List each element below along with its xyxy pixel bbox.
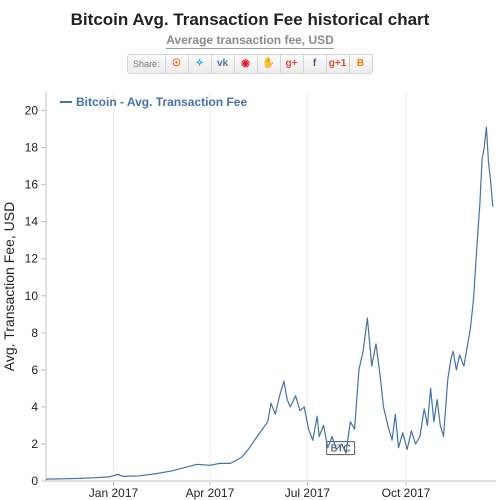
y-tick-label: 12: [25, 252, 39, 266]
watermark-text: BTC: [331, 444, 351, 455]
y-tick-label: 16: [25, 178, 39, 192]
like-icon[interactable]: ✋: [258, 55, 281, 73]
y-tick-label: 14: [25, 215, 39, 229]
y-tick-label: 8: [31, 326, 38, 340]
chart-subtitle-text[interactable]: Average transaction fee, USD: [166, 33, 334, 49]
y-tick-label: 10: [25, 289, 39, 303]
facebook-icon[interactable]: f: [304, 55, 327, 73]
y-tick-label: 18: [25, 141, 39, 155]
y-tick-label: 20: [25, 104, 39, 118]
y-tick-label: 2: [31, 437, 38, 451]
chart-subtitle: Average transaction fee, USD: [0, 33, 500, 49]
y-tick-label: 4: [31, 400, 38, 414]
share-label: Share:: [128, 55, 166, 73]
google-plus-one-icon[interactable]: g+1: [327, 55, 350, 73]
x-tick-label: Jan 2017: [89, 486, 139, 500]
google-plus-icon[interactable]: g+: [281, 55, 304, 73]
reddit-icon[interactable]: ☉: [166, 55, 189, 73]
twitter-icon[interactable]: ✧: [189, 55, 212, 73]
series-line: [45, 126, 494, 480]
plot-area: BTC: [45, 92, 494, 481]
x-tick-label: Jul 2017: [285, 486, 331, 500]
blogger-icon[interactable]: B: [356, 58, 365, 69]
y-tick-label: 6: [31, 363, 38, 377]
x-tick-label: Apr 2017: [186, 486, 235, 500]
weibo-icon[interactable]: ◉: [235, 55, 258, 73]
chart-title: Bitcoin Avg. Transaction Fee historical …: [70, 10, 430, 29]
share-bar: Share: ☉ ✧ vk ◉ ✋ g+ f g+1 B: [127, 54, 373, 74]
y-axis-title: Avg. Transaction Fee, USD: [1, 202, 17, 371]
y-axis: 0 2 4 6 8 10 12 14 16 18 20 Avg. Transaction Fee, U…: [1, 92, 47, 488]
legend: Bitcoin - Avg. Transaction Fee: [60, 95, 247, 109]
legend-label: Bitcoin - Avg. Transaction Fee: [76, 95, 247, 109]
x-tick-label: Oct 2017: [382, 486, 431, 500]
x-axis: Jan 2017 Apr 2017 Jul 2017 Oct 2017: [46, 480, 496, 500]
share-buttons: ☉ ✧ vk ◉ ✋ g+ f g+1 B: [166, 55, 372, 73]
y-tick-label: 0: [31, 474, 38, 488]
vk-icon[interactable]: vk: [212, 55, 235, 73]
